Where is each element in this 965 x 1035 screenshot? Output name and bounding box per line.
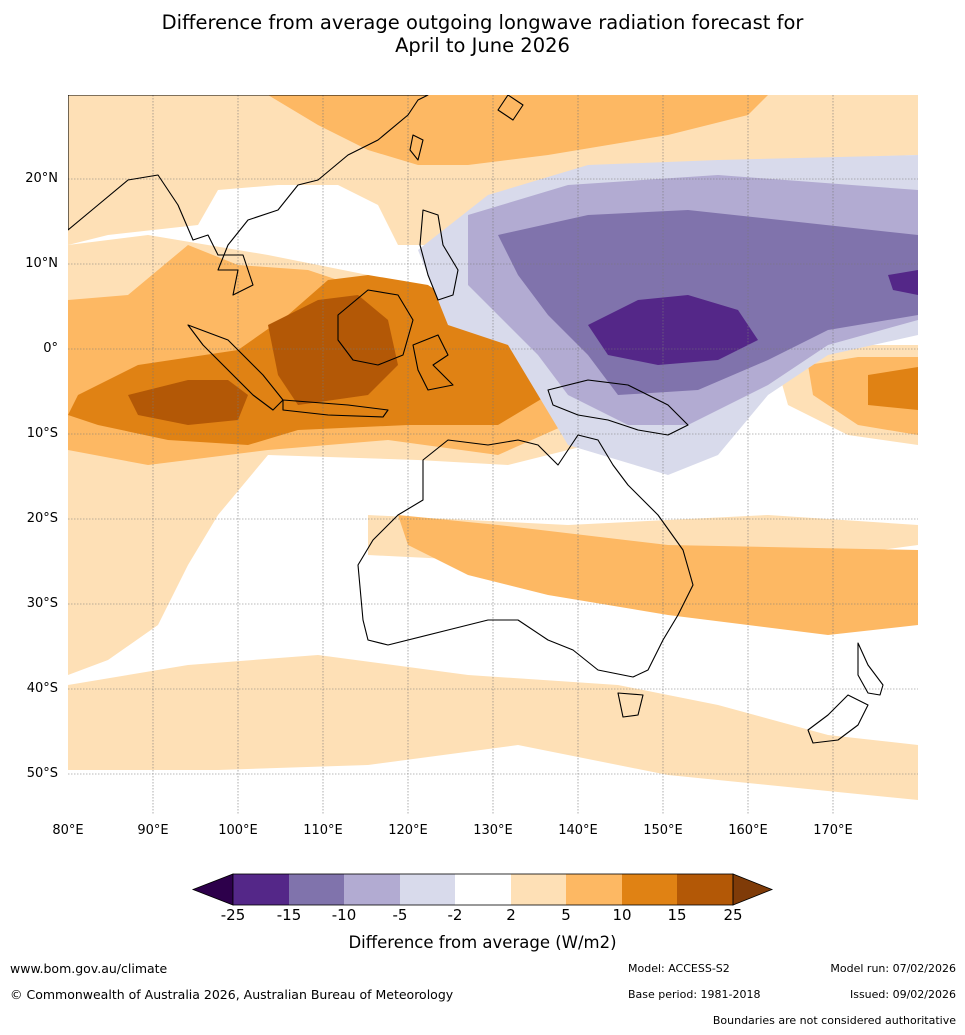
colorbar-segment — [455, 874, 511, 905]
coastline-taiwan — [409, 134, 424, 161]
lat-label: 10°N — [25, 256, 58, 271]
lat-label: 30°S — [26, 596, 58, 611]
colorbar-title: Difference from average (W/m2) — [348, 933, 617, 952]
colorbar-tick: -2 — [447, 906, 463, 924]
lon-label: 80°E — [52, 823, 84, 838]
coastline-new-zealand — [807, 694, 869, 744]
colorbar-tick: 25 — [723, 906, 743, 924]
anomaly-5-10-region — [268, 95, 768, 165]
lon-label: 160°E — [728, 823, 768, 838]
colorbar-under-arrow — [191, 873, 234, 906]
anomaly-neg15-25-region — [588, 295, 758, 365]
lat-label: 40°S — [26, 681, 58, 696]
coastline-japan — [497, 95, 524, 121]
lon-label: 140°E — [558, 823, 598, 838]
lon-label: 130°E — [473, 823, 513, 838]
colorbar-tick: -10 — [331, 906, 357, 924]
anomaly-2-5-region — [68, 655, 918, 800]
colorbar-tick: -15 — [276, 906, 302, 924]
anomaly-5-10-region — [398, 515, 918, 635]
colorbar-segment — [344, 874, 400, 905]
lat-label: 20°N — [25, 171, 58, 186]
issued-date: Issued: 09/02/2026 — [849, 988, 956, 1001]
lon-label: 120°E — [388, 823, 428, 838]
anomaly-neg15-25-region — [888, 270, 918, 295]
lat-label: 20°S — [26, 511, 58, 526]
lon-label: 100°E — [218, 823, 258, 838]
lon-label: 90°E — [137, 823, 169, 838]
map-title-line1: Difference from average outgoing longwav… — [161, 11, 804, 34]
lat-label: 10°S — [26, 426, 58, 441]
lat-label: 50°S — [26, 766, 58, 781]
colorbar-tick: 15 — [667, 906, 687, 924]
coastline-australia — [357, 434, 694, 678]
lon-label: 110°E — [303, 823, 343, 838]
colorbar-over-arrow — [732, 873, 774, 906]
coastline-sulawesi — [412, 334, 454, 391]
coastline-philippines — [419, 209, 459, 301]
anomaly-15-25-region — [268, 295, 398, 405]
map-title-line2: April to June 2026 — [395, 34, 570, 57]
coastline-tasmania — [617, 692, 644, 718]
anomaly-10-15-region — [868, 367, 918, 410]
coastline-java — [282, 399, 389, 418]
colorbar-segment — [677, 874, 733, 905]
anomaly-15-25-region — [128, 380, 248, 425]
colorbar-segment — [233, 874, 289, 905]
colorbar-segment — [511, 874, 566, 905]
lon-label: 170°E — [813, 823, 853, 838]
colorbar-segment — [400, 874, 455, 905]
colorbar — [191, 873, 774, 906]
lon-label: 150°E — [643, 823, 683, 838]
colorbar-segment — [289, 874, 344, 905]
coastline-borneo — [337, 289, 414, 366]
coastline-new-zealand — [857, 642, 884, 696]
website-link[interactable]: www.bom.gov.au/climate — [10, 961, 168, 976]
coastline-sumatra — [187, 324, 284, 411]
colorbar-segment — [622, 874, 677, 905]
colorbar-tick: 2 — [506, 906, 516, 924]
colorbar-segment — [566, 874, 622, 905]
base-period: Base period: 1981-2018 — [628, 988, 761, 1001]
colorbar-tick: 10 — [612, 906, 632, 924]
lat-label: 0° — [43, 341, 58, 356]
colorbar-tick: -5 — [392, 906, 408, 924]
model-run-date: Model run: 07/02/2026 — [830, 962, 956, 975]
copyright-text: © Commonwealth of Australia 2026, Austra… — [10, 987, 454, 1002]
coastline-new-guinea — [547, 379, 689, 436]
colorbar-tick: -25 — [220, 906, 246, 924]
coastline-asia-mainland — [68, 95, 429, 296]
boundaries-disclaimer: Boundaries are not considered authoritat… — [712, 1014, 956, 1027]
colorbar-tick: 5 — [561, 906, 571, 924]
model-name: Model: ACCESS-S2 — [628, 962, 730, 975]
olr-anomaly-map — [68, 95, 918, 815]
